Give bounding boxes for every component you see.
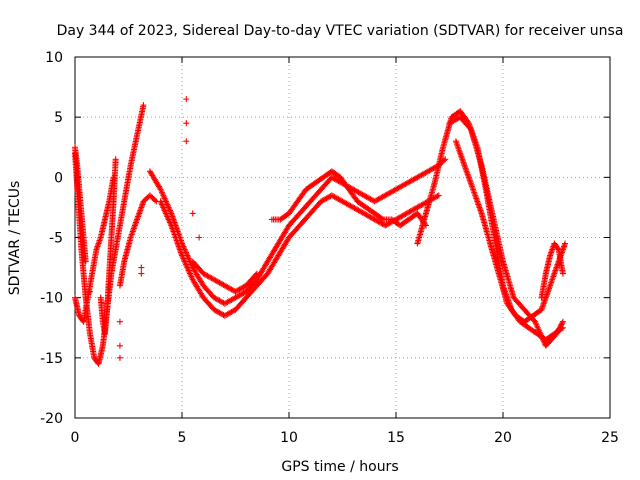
data-point [378, 215, 385, 222]
x-tick-label: 15 [387, 430, 405, 446]
data-point [116, 354, 123, 361]
data-point [557, 322, 564, 329]
y-tick-label: 10 [45, 50, 63, 66]
data-point [559, 320, 566, 327]
data-point [434, 193, 441, 200]
y-tick-label: -15 [40, 351, 63, 367]
data-point [555, 326, 562, 333]
data-point [440, 157, 447, 164]
y-axis-ticks: -20 -15 -10 -5 0 5 10 [40, 50, 610, 427]
y-tick-label: 5 [54, 110, 63, 126]
data-point [553, 330, 560, 337]
data-point [86, 288, 93, 295]
data-point [556, 325, 563, 332]
data-point [101, 300, 108, 307]
data-point [138, 264, 145, 271]
y-tick-label: -10 [40, 291, 63, 307]
data-point [554, 329, 561, 336]
data-point [183, 120, 190, 127]
data-point [138, 270, 145, 277]
data-points [72, 96, 569, 367]
chart-title: Day 344 of 2023, Sidereal Day-to-day VTE… [57, 23, 624, 39]
x-tick-label: 20 [494, 430, 512, 446]
y-tick-label: -5 [49, 231, 63, 247]
data-point [558, 321, 565, 328]
data-point [82, 258, 89, 265]
x-tick-label: 0 [71, 430, 80, 446]
y-tick-label: -20 [40, 411, 63, 427]
data-point [152, 197, 159, 204]
data-point [559, 318, 566, 325]
x-tick-label: 5 [178, 430, 187, 446]
y-axis-label: SDTVAR / TECUs [7, 181, 23, 296]
y-tick-label: 0 [54, 170, 63, 186]
data-point [140, 102, 147, 109]
data-point [554, 328, 561, 335]
data-point [554, 245, 561, 252]
data-point [189, 210, 196, 217]
data-point [116, 342, 123, 349]
data-point [442, 156, 449, 163]
data-point [559, 270, 566, 277]
data-point [116, 318, 123, 325]
data-point [252, 271, 259, 278]
data-point [253, 270, 260, 277]
data-point [562, 240, 569, 247]
data-point [112, 156, 119, 163]
x-axis-ticks: 0 5 10 15 20 25 [71, 57, 619, 446]
x-axis-label: GPS time / hours [281, 459, 398, 475]
x-tick-label: 10 [280, 430, 298, 446]
data-point [183, 138, 190, 145]
data-point [435, 192, 442, 199]
data-point [196, 234, 203, 241]
data-point [183, 96, 190, 103]
x-tick-label: 25 [601, 430, 619, 446]
data-point [557, 324, 564, 331]
